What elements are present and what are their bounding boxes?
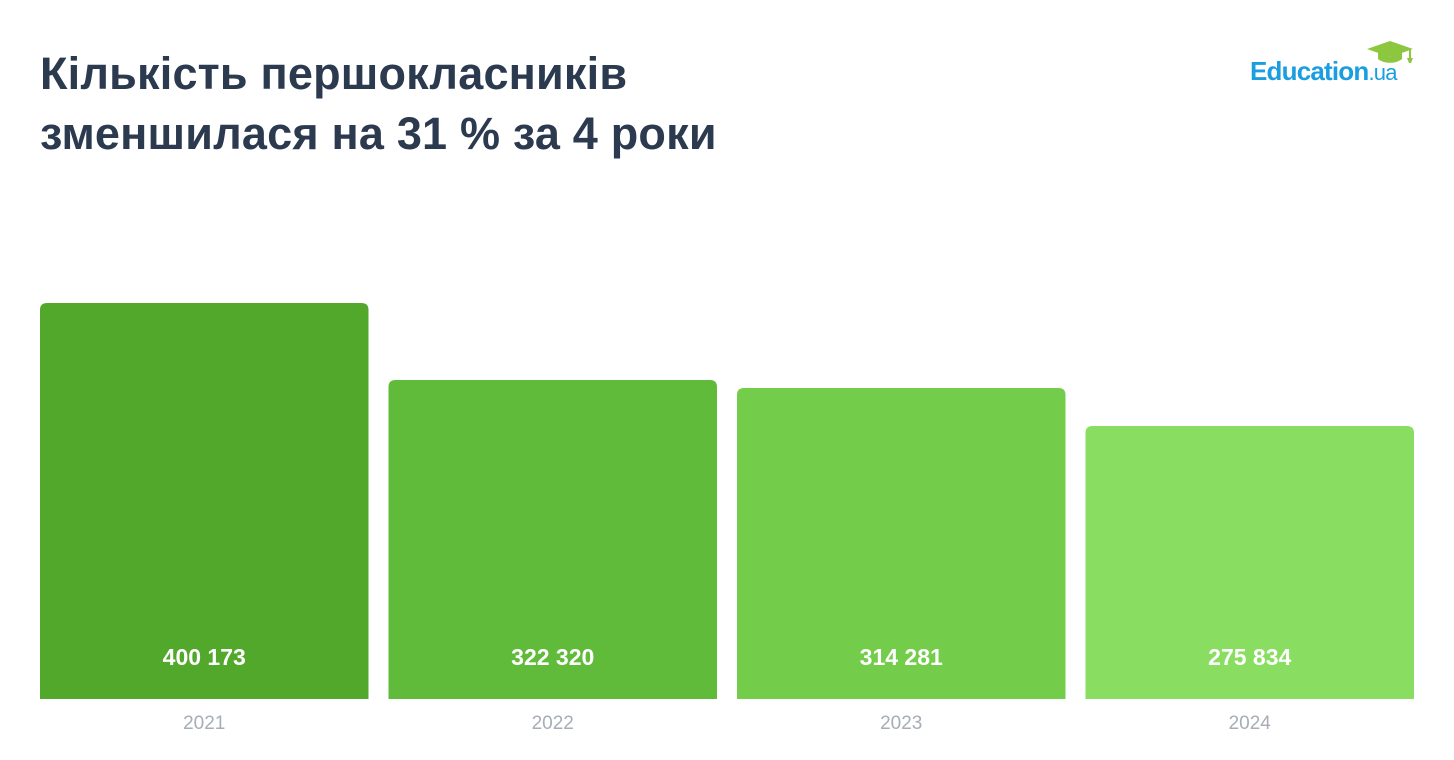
chart-title-line-2: зменшилася на 31 % за 4 роки	[40, 108, 717, 159]
graduation-cap-icon	[1367, 41, 1413, 63]
bar-2022	[388, 380, 717, 699]
logo-suffix: .ua	[1368, 60, 1397, 85]
x-tick-label-2023: 2023	[880, 713, 922, 734]
bar-value-label-2024: 275 834	[1208, 644, 1291, 670]
chart-title: Кількість першокласників зменшилася на 3…	[40, 44, 1040, 164]
logo-name: Education	[1250, 56, 1369, 86]
bar-value-label-2023: 314 281	[860, 644, 943, 670]
bar-2023	[737, 387, 1066, 699]
logo-wordmark: Education.ua	[1250, 56, 1397, 87]
bar-value-label-2021: 400 173	[163, 644, 246, 670]
bar-2024	[1085, 426, 1414, 699]
x-tick-label-2022: 2022	[532, 713, 574, 734]
chart-title-line-1: Кількість першокласників	[40, 48, 628, 99]
education-ua-logo[interactable]: Education.ua	[1248, 40, 1418, 90]
x-tick-label-2021: 2021	[183, 713, 225, 734]
x-tick-label-2024: 2024	[1229, 713, 1272, 734]
bar-2021	[40, 303, 369, 699]
bar-value-label-2022: 322 320	[511, 644, 594, 670]
